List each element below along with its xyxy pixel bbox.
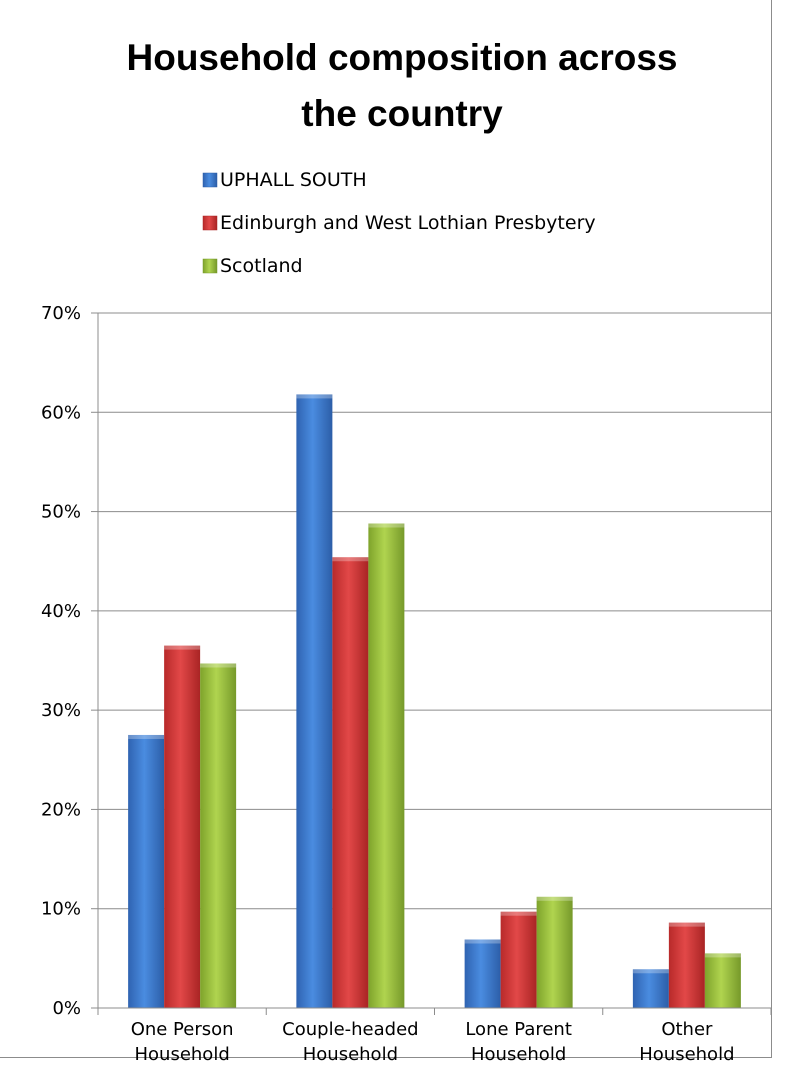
legend-swatch-uphall-south — [202, 172, 218, 188]
bar-1-1 — [332, 557, 369, 1008]
bar-highlight — [668, 922, 705, 927]
bar-highlight — [632, 969, 669, 974]
gridlines — [98, 312, 771, 910]
chart-title-line-2: the country — [301, 93, 503, 134]
bar-1-0 — [164, 645, 201, 1008]
y-tick-label: 70% — [41, 303, 81, 324]
x-category-label: One Person — [131, 1019, 234, 1040]
x-category-label: Household — [134, 1044, 229, 1065]
bar-highlight — [128, 734, 165, 739]
y-tick-label: 60% — [41, 402, 81, 423]
bar-1-3 — [668, 922, 705, 1008]
legend-label-uphall-south: UPHALL SOUTH — [220, 169, 367, 191]
bar-2-2 — [536, 896, 573, 1008]
x-category-label: Lone Parent — [465, 1019, 572, 1040]
y-tick-label: 50% — [41, 502, 81, 523]
y-axis: 0% 10% 20% 30% 40% 50% 60% 70% — [41, 303, 99, 1019]
x-category-label: Couple-headed — [282, 1019, 418, 1040]
legend-swatch-scotland — [202, 258, 218, 274]
bar-highlight — [500, 911, 537, 916]
legend-swatch-presbytery — [202, 215, 218, 231]
bar-highlight — [704, 953, 741, 958]
y-tick-label: 30% — [41, 700, 81, 721]
x-category-label: Other — [661, 1019, 713, 1040]
bar-2-1 — [368, 523, 405, 1008]
x-axis: One Person Household Couple-headed Househol… — [97, 1007, 772, 1065]
legend-label-presbytery: Edinburgh and West Lothian Presbytery — [220, 212, 596, 234]
bar-0-2 — [464, 939, 501, 1008]
chart-frame — [0, 0, 772, 1058]
y-tick-label: 10% — [41, 899, 81, 920]
y-tick-label: 0% — [52, 998, 81, 1019]
chart-title-line-1: Household composition across — [127, 37, 678, 78]
x-category-label: Household — [471, 1044, 566, 1065]
bar-0-3 — [632, 969, 669, 1008]
bar-highlight — [464, 939, 501, 944]
bar-highlight — [296, 394, 333, 399]
bar-2-0 — [200, 663, 237, 1008]
bar-highlight — [332, 557, 369, 562]
bars — [128, 394, 741, 1008]
bar-0-1 — [296, 394, 333, 1008]
y-tick-label: 40% — [41, 601, 81, 622]
bar-highlight — [200, 663, 237, 668]
x-category-label: Household — [303, 1044, 398, 1065]
bar-highlight — [368, 523, 405, 528]
bar-highlight — [164, 645, 201, 650]
x-category-label: Household — [639, 1044, 734, 1065]
bar-highlight — [536, 896, 573, 901]
y-tick-label: 20% — [41, 799, 81, 820]
legend-label-scotland: Scotland — [220, 255, 303, 277]
bar-1-2 — [500, 911, 537, 1008]
bar-2-3 — [704, 953, 741, 1008]
bar-0-0 — [128, 734, 165, 1008]
legend: UPHALL SOUTH Edinburgh and West Lothian … — [202, 169, 596, 277]
